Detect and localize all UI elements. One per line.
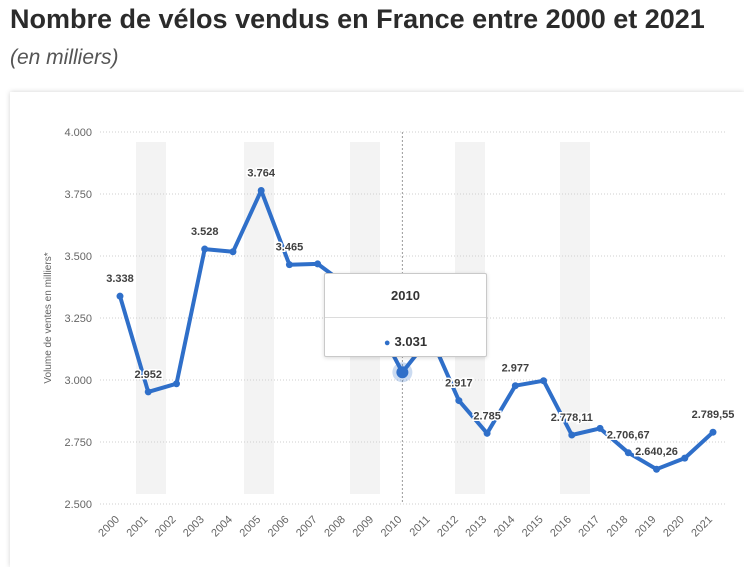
x-tick-label: 2018 <box>605 514 631 540</box>
data-labels: 3.338 2.952 3.528 3.764 3.465 2.917 2.785 2.977… <box>105 166 736 460</box>
x-tick-label: 2014 <box>492 514 518 540</box>
data-label: 3.528 <box>191 226 219 238</box>
x-tick-label: 2019 <box>633 514 659 540</box>
y-tick-label: 2.500 <box>64 499 92 511</box>
x-tick-label: 2004 <box>209 514 235 540</box>
data-point[interactable] <box>172 380 180 388</box>
tooltip-value-row: ● 3.031 <box>325 334 486 349</box>
tooltip-year: 2010 <box>391 288 420 303</box>
y-axis-tick-labels: 2.500 2.750 3.000 3.250 3.500 3.750 4.000 <box>64 127 92 511</box>
data-label: 3.764 <box>247 168 275 180</box>
y-axis-label: Volume de ventes en milliers* <box>43 252 54 383</box>
data-label: 3.465 <box>276 242 304 254</box>
data-point[interactable] <box>653 465 661 473</box>
data-label: 2.917 <box>445 378 473 390</box>
data-point[interactable] <box>144 388 152 396</box>
x-tick-label: 2016 <box>548 514 574 540</box>
x-tick-label: 2010 <box>379 514 405 540</box>
data-point[interactable] <box>511 382 519 390</box>
page-subtitle: (en milliers) <box>10 46 119 69</box>
data-label: 2.785 <box>473 410 501 422</box>
data-point[interactable] <box>624 449 632 457</box>
x-tick-label: 2011 <box>408 514 433 539</box>
data-point[interactable] <box>681 454 689 462</box>
y-tick-label: 4.000 <box>64 127 92 139</box>
y-tick-label: 3.250 <box>64 313 92 325</box>
data-label: 2.977 <box>502 363 530 375</box>
x-tick-label: 2021 <box>689 514 715 540</box>
tooltip-value: 3.031 <box>394 334 428 349</box>
data-point[interactable] <box>483 429 491 437</box>
data-point[interactable] <box>596 424 604 432</box>
x-tick-label: 2012 <box>435 514 461 540</box>
data-point-highlighted[interactable] <box>396 366 409 379</box>
x-tick-label: 2008 <box>322 514 348 540</box>
data-label: 2.706,67 <box>607 430 650 442</box>
data-point[interactable] <box>314 260 322 268</box>
data-label: 2.640,26 <box>635 446 678 458</box>
data-point[interactable] <box>116 292 124 300</box>
y-tick-label: 2.750 <box>64 437 92 449</box>
x-tick-label: 2001 <box>125 514 151 540</box>
x-tick-label: 2005 <box>238 514 264 540</box>
data-label: 3.338 <box>106 273 134 285</box>
x-tick-label: 2017 <box>576 514 602 540</box>
x-axis-tick-labels: 2000 2001 2002 2003 2004 2005 2006 2007 2008 2009… <box>96 514 715 540</box>
x-tick-label: 2020 <box>661 514 687 540</box>
data-point[interactable] <box>709 428 717 436</box>
data-point[interactable] <box>285 261 293 269</box>
hover-tooltip: 2010 ● 3.031 <box>324 273 487 357</box>
tooltip-bullet-icon: ● <box>383 337 391 349</box>
tooltip-divider <box>325 317 486 318</box>
x-tick-label: 2006 <box>266 514 292 540</box>
x-tick-label: 2007 <box>294 514 320 540</box>
data-label: 2.952 <box>134 369 162 381</box>
x-tick-label: 2002 <box>153 514 179 540</box>
x-tick-label: 2009 <box>350 514 376 540</box>
data-point[interactable] <box>229 248 237 256</box>
y-tick-label: 3.000 <box>64 375 92 387</box>
x-tick-label: 2003 <box>181 514 207 540</box>
data-label: 2.778,11 <box>551 412 593 424</box>
x-tick-label: 2013 <box>463 514 489 540</box>
data-point[interactable] <box>201 245 209 253</box>
page-title: Nombre de vélos vendus en France entre 2… <box>10 4 705 34</box>
data-point[interactable] <box>455 397 463 405</box>
x-tick-label: 2000 <box>96 514 122 540</box>
data-point[interactable] <box>540 377 548 385</box>
x-tick-label: 2015 <box>520 514 546 540</box>
y-tick-label: 3.500 <box>64 251 92 263</box>
data-point[interactable] <box>257 187 265 195</box>
data-point[interactable] <box>568 431 576 439</box>
y-tick-label: 3.750 <box>64 189 92 201</box>
data-label: 2.789,55 <box>692 409 735 421</box>
